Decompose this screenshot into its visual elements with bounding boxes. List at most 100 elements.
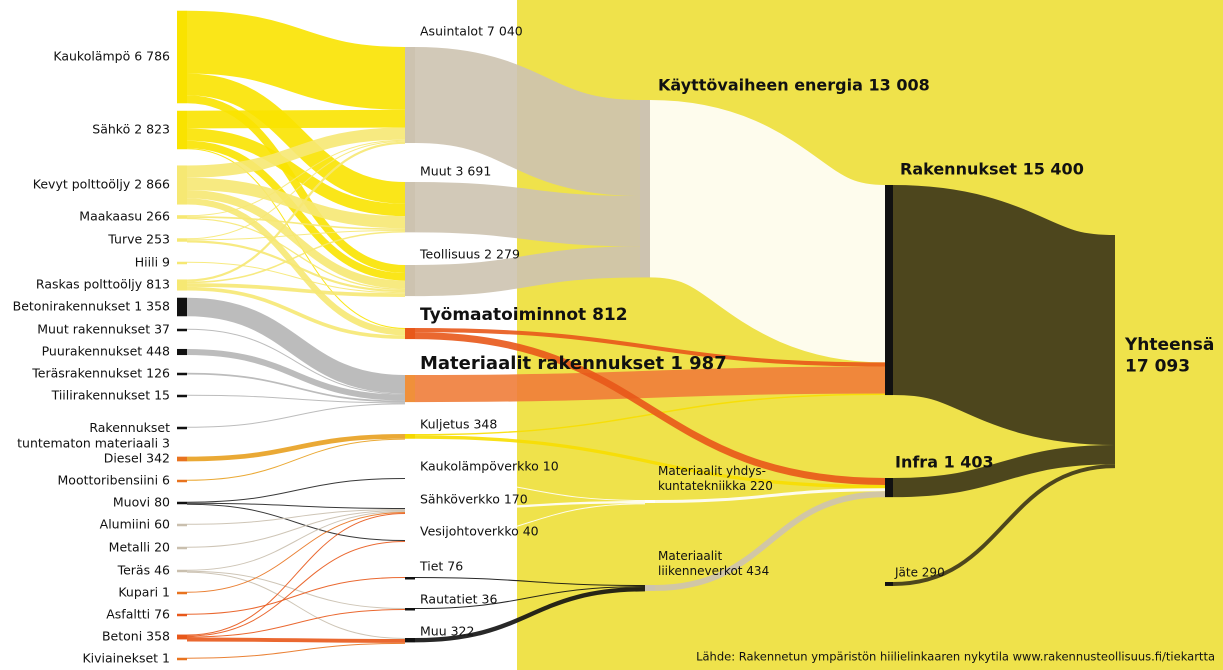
node-label: Alumiini 60 (100, 517, 170, 532)
flow (186, 141, 406, 282)
node-label: Tiet 76 (419, 559, 463, 574)
flow (186, 571, 406, 639)
flow (186, 73, 406, 204)
flow (186, 576, 406, 615)
node-label: Kevyt polttoöljy 2 866 (33, 177, 170, 192)
flow (186, 127, 406, 178)
flow (414, 246, 641, 297)
flow (186, 230, 406, 241)
node-bar (405, 478, 415, 481)
flow (654, 491, 886, 591)
node-label: Sähköverkko 170 (420, 492, 528, 507)
flow (186, 637, 406, 643)
node-bar (177, 215, 187, 219)
flow (186, 283, 406, 297)
node-bar (405, 434, 415, 439)
flow (186, 190, 406, 289)
node-bar (405, 47, 415, 144)
node-bar (405, 638, 415, 643)
node-label: Raskas polttoöljy 813 (36, 277, 170, 292)
node-label: Jäte 290 (894, 566, 945, 580)
flow (186, 109, 406, 129)
flow (186, 433, 406, 462)
node-bar (177, 238, 187, 242)
node-label: Muut 3 691 (420, 164, 491, 179)
node-bar (177, 110, 187, 150)
node-label: Materiaalit rakennukset 1 987 (420, 353, 727, 374)
node-label-line: Yhteensä (1124, 335, 1214, 355)
flow (186, 509, 406, 525)
flow (186, 541, 406, 637)
flow (186, 372, 406, 403)
flow (892, 445, 1116, 498)
node-label: Kiviainekset 1 (82, 651, 170, 666)
flow (414, 478, 646, 501)
node-label-line: tuntematon materiaali 3 (17, 435, 170, 450)
node-bar (177, 657, 187, 661)
node-label: Sähkö 2 823 (92, 122, 170, 137)
node-label: Muut rakennukset 37 (37, 322, 170, 337)
node-label: Rautatiet 36 (420, 592, 497, 607)
node-label: Vesijohtoverkko 40 (420, 524, 539, 539)
node-label: Teollisuus 2 279 (419, 247, 520, 262)
node-label: Muovi 80 (113, 495, 170, 510)
node-label: Betonirakennukset 1 358 (13, 299, 170, 314)
flow (186, 216, 406, 231)
node-label: Hiili 9 (135, 255, 170, 270)
node-bar (177, 426, 187, 430)
node-label: Diesel 342 (104, 451, 170, 466)
flow (186, 609, 406, 638)
node-label: Kaukolämpöverkko 10 (420, 459, 559, 474)
node-bar (405, 375, 415, 403)
node-label: Maakaasu 266 (79, 209, 170, 224)
flow (186, 570, 406, 609)
flow (890, 185, 1118, 446)
links (186, 10, 1118, 659)
flow (186, 10, 406, 110)
flow (414, 332, 886, 485)
node-label: Metalli 20 (109, 540, 170, 555)
node-label: Moottoribensiini 6 (58, 473, 171, 488)
node-bar (177, 546, 187, 550)
flow (186, 297, 406, 394)
node-bar (405, 182, 415, 233)
source-note: Lähde: Rakennetun ympäristön hiilielinka… (696, 650, 1215, 664)
node-bar (177, 261, 187, 265)
node-bar (177, 279, 187, 291)
node-bar (177, 501, 187, 505)
node-bar (177, 10, 187, 104)
flow (186, 231, 406, 284)
node-label: Tiilirakennukset 15 (51, 388, 170, 403)
flow (186, 217, 406, 290)
flow (892, 464, 1116, 586)
node-label-line: liikenneverkot 434 (658, 564, 769, 578)
node-label: Kupari 1 (118, 585, 170, 600)
node-label-line: 17 093 (1125, 356, 1190, 376)
flow (186, 261, 406, 294)
flow (186, 511, 406, 571)
flow (186, 286, 406, 339)
flow (186, 140, 406, 240)
flow (186, 95, 406, 273)
flow (414, 435, 886, 489)
node-label: Muu 322 (420, 624, 474, 639)
flow (646, 100, 889, 363)
node-bar (405, 608, 415, 611)
flow (186, 510, 406, 548)
node-bar (405, 265, 415, 297)
node-bar (177, 591, 187, 595)
flow (186, 438, 406, 481)
flow (186, 502, 406, 509)
node-bar (885, 478, 893, 498)
flow (414, 500, 646, 511)
flow (414, 366, 886, 403)
node-label: Teräs 46 (117, 563, 170, 578)
node-bar (405, 328, 415, 340)
node-bar (177, 613, 187, 617)
node-bar (177, 394, 187, 398)
node-label-line: Materiaalit (658, 549, 722, 563)
flow (186, 348, 406, 401)
node-bar (177, 634, 187, 640)
node-bar (645, 585, 655, 591)
flow (186, 128, 406, 217)
